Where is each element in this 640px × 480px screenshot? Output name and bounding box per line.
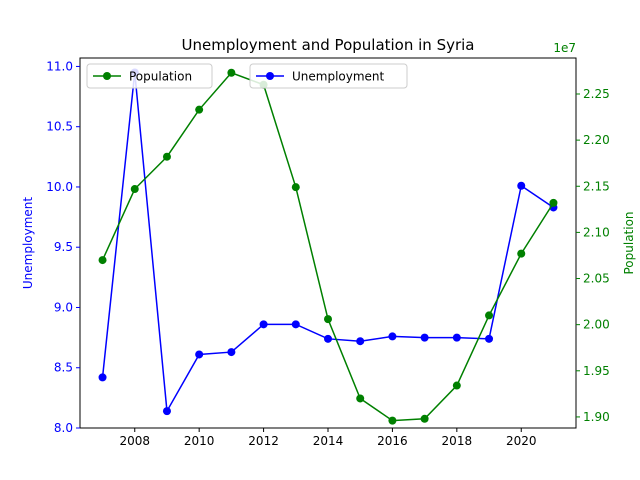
unemployment-point [356,337,365,346]
y-right-tick-label: 2.25 [583,87,610,101]
population-point [452,381,461,390]
x-tick-label: 2010 [184,434,215,448]
y-left-tick-label: 9.0 [54,300,73,314]
y-right-tick-label: 2.20 [583,133,610,147]
population-point [324,315,332,324]
unemployment-point [485,334,494,343]
unemployment-legend-label: Unemployment [292,70,385,84]
unemployment-point [98,373,107,382]
chart-title: Unemployment and Population in Syria [182,36,475,54]
unemployment-legend-marker [266,72,274,80]
population-legend-marker [103,72,111,80]
unemployment-point [162,407,171,416]
population-legend: Population [86,63,213,89]
unemployment-legend-box [249,63,408,89]
unemployment-point [452,333,461,342]
y-left-tick-label: 8.5 [54,361,73,375]
y-right-tick-label: 2.10 [583,225,610,239]
population-point [485,311,494,320]
population-point [98,256,107,265]
unemployment-point [324,334,332,343]
x-tick-label: 2020 [506,434,537,448]
unemployment-point [227,348,236,357]
population-legend-box [86,63,213,89]
y-axis-left-label: Unemployment [21,197,35,290]
x-tick-label: 2014 [313,434,344,448]
unemployment-point [388,332,397,341]
y-right-tick-label: 2.15 [583,179,610,193]
population-point [517,249,526,258]
population-point [291,183,300,192]
unemployment-legend: Unemployment [249,63,408,89]
population-point [549,198,558,207]
population-point [420,414,429,423]
population-point [195,105,204,114]
population-point [356,394,365,403]
population-point [388,416,397,425]
y-axis-right-offset: 1e7 [553,41,576,55]
unemployment-point [291,320,300,329]
legends: Population Unemployment [86,63,408,89]
unemployment-point [517,181,526,190]
unemployment-point [259,320,268,329]
unemployment-point [420,333,429,342]
y-axis-right-label: Population [622,211,636,274]
population-legend-label: Population [129,70,192,84]
y-left-tick-label: 8.0 [54,421,73,435]
x-tick-label: 2012 [248,434,279,448]
x-tick-label: 2016 [377,434,408,448]
y-right-tick-label: 1.90 [583,410,610,424]
unemployment-point [195,350,204,359]
y-right-tick-label: 1.95 [583,364,610,378]
y-left-tick-label: 10.0 [46,180,73,194]
population-point [130,185,139,194]
y-left-tick-label: 9.5 [54,240,73,254]
population-point [227,68,236,77]
y-left-tick-label: 10.5 [46,120,73,134]
x-tick-label: 2018 [442,434,473,448]
x-tick-label: 2008 [119,434,150,448]
y-right-tick-label: 2.00 [583,318,610,332]
population-point [162,152,171,161]
y-left-tick-label: 11.0 [46,59,73,73]
y-right-tick-label: 2.05 [583,272,610,286]
